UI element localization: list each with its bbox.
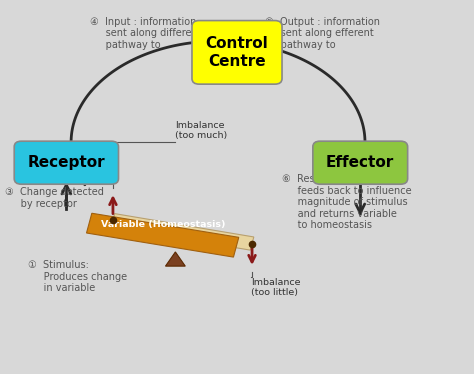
Text: ④  Input : information
     sent along different
     pathway to: ④ Input : information sent along differe… — [90, 17, 201, 50]
Text: Variable (Homeostasis): Variable (Homeostasis) — [101, 220, 226, 229]
FancyBboxPatch shape — [14, 141, 118, 184]
FancyBboxPatch shape — [313, 141, 408, 184]
FancyBboxPatch shape — [192, 21, 282, 84]
Text: ①  Stimulus:
     Produces change
     in variable: ① Stimulus: Produces change in variable — [28, 260, 128, 293]
Text: ⑤  Output : information
     sent along efferent
     pathway to: ⑤ Output : information sent along effere… — [265, 17, 381, 50]
Text: Receptor: Receptor — [27, 155, 105, 170]
Polygon shape — [87, 213, 239, 257]
Text: Control
Centre: Control Centre — [206, 36, 268, 68]
Text: Effector: Effector — [326, 155, 394, 170]
Polygon shape — [165, 252, 185, 266]
Text: Imbalance
(too much): Imbalance (too much) — [175, 121, 228, 140]
Text: ③  Change detected
     by receptor: ③ Change detected by receptor — [5, 187, 104, 209]
Polygon shape — [111, 214, 254, 250]
Text: ⑥  Response of effector
     feeds back to influence
     magnitude of stimulus
: ⑥ Response of effector feeds back to inf… — [282, 174, 411, 230]
Text: Imbalance
(too little): Imbalance (too little) — [251, 278, 301, 297]
